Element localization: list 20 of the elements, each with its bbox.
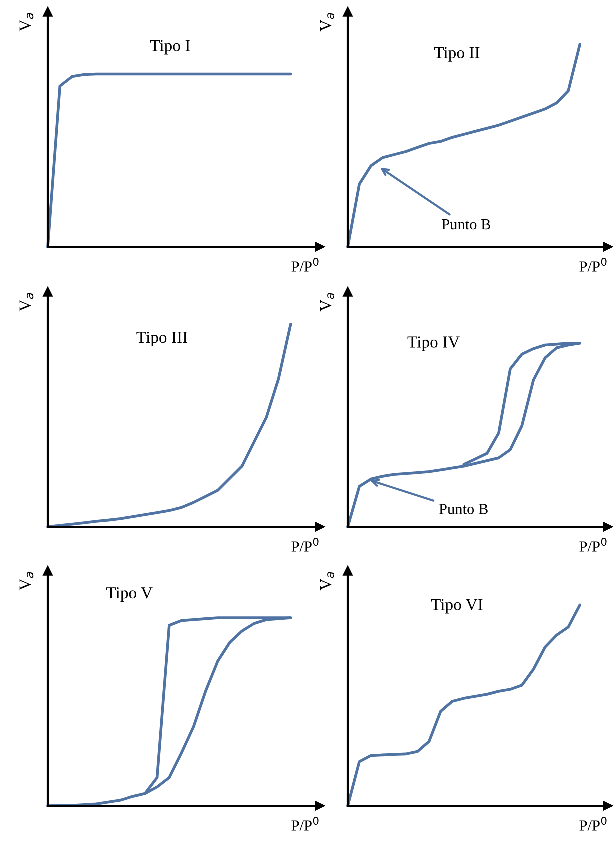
x-axis-title: P/P$^{0}$ <box>292 817 319 831</box>
chart-title: Tipo II <box>434 47 480 62</box>
x-axis-title: P/P$^{0}$ <box>292 258 319 272</box>
chart-title: Tipo IV <box>408 336 460 352</box>
x-axis-title: P/P$^{0}$ <box>580 817 607 831</box>
y-axis-title: V$_{a}$ <box>20 572 34 591</box>
chart-title: Tipo III <box>136 332 188 347</box>
y-axis-title: V$_{a}$ <box>320 572 334 591</box>
x-axis-title: P/P$^{0}$ <box>580 538 607 552</box>
annotation: Punto B <box>439 504 488 514</box>
y-axis-title: V$_{a}$ <box>20 293 34 312</box>
y-axis-title: V$_{a}$ <box>320 293 334 312</box>
chart-title: Tipo V <box>106 587 153 602</box>
y-axis-title: V$_{a}$ <box>320 13 334 32</box>
chart-title: Tipo VI <box>431 599 483 614</box>
x-axis-title: P/P$^{0}$ <box>580 258 607 272</box>
x-axis-title: P/P$^{0}$ <box>292 538 319 552</box>
chart-title: Tipo I <box>150 40 190 55</box>
y-axis-title: V$_{a}$ <box>20 13 34 32</box>
annotation: Punto B <box>442 220 491 230</box>
